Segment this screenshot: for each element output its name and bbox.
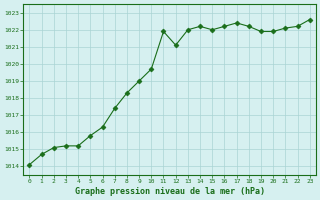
X-axis label: Graphe pression niveau de la mer (hPa): Graphe pression niveau de la mer (hPa) bbox=[75, 187, 265, 196]
